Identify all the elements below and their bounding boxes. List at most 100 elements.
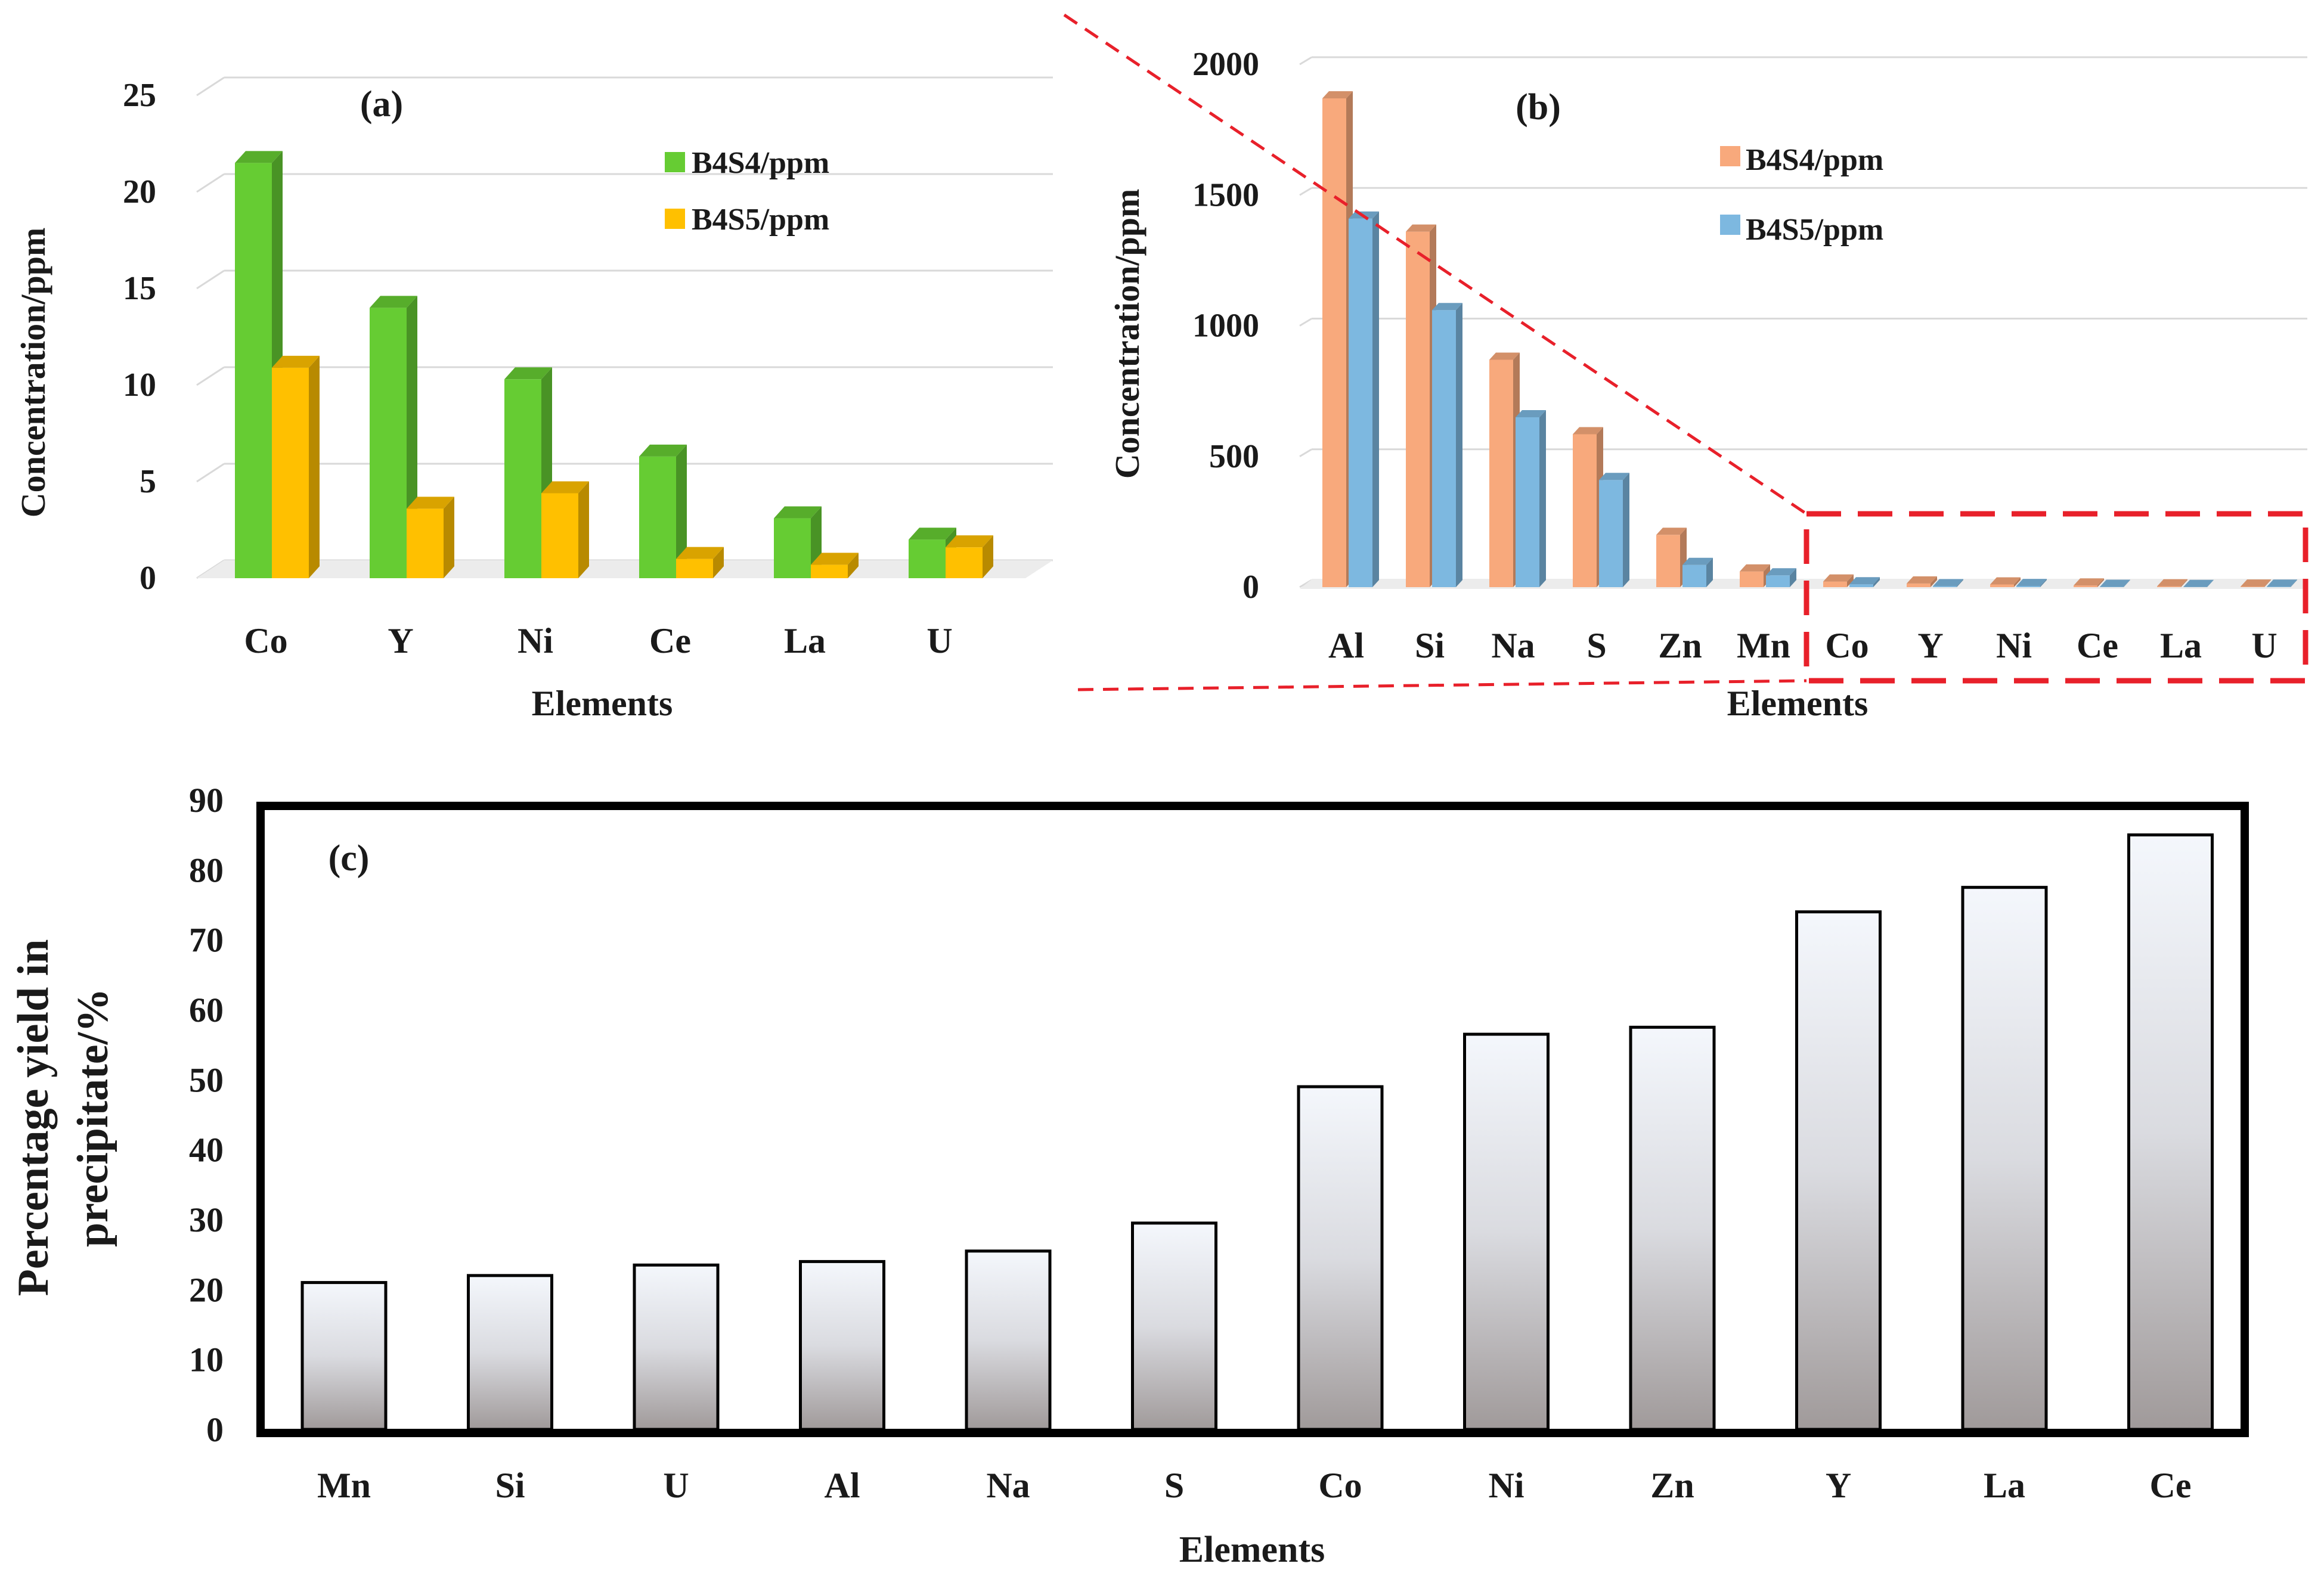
bar-top <box>2016 579 2047 587</box>
bar-b4s5 <box>407 497 454 578</box>
x-tick-label: Mn <box>1737 626 1790 665</box>
bars <box>1322 91 2297 588</box>
bar-b4s4 <box>2074 578 2104 587</box>
bar-front <box>2074 585 2097 587</box>
x-tick-label: Co <box>1318 1466 1362 1505</box>
bar-front <box>1573 434 1597 587</box>
x-tick-labels: Co Y Ni Ce La U <box>244 621 952 660</box>
chart-panel-c: 0 10 20 30 40 50 60 70 80 90 Mn Si U Al Na S Co Ni Zn Y La C… <box>9 781 2249 1570</box>
y-axis-title: Concentration/ppm <box>14 228 52 518</box>
bar-top <box>1573 427 1603 435</box>
panel-label: (a) <box>360 84 403 125</box>
bar <box>300 1281 388 1431</box>
y-axis-title-line-2: precipitate/% <box>69 988 117 1247</box>
bar-top <box>2074 578 2104 586</box>
y-tick-label: 500 <box>1209 438 1259 475</box>
bar-top <box>1766 568 1796 576</box>
x-tick-label: Ni <box>1489 1466 1524 1505</box>
gridline <box>196 366 225 386</box>
x-tick-label: U <box>926 621 952 660</box>
bar-top <box>541 481 589 494</box>
bar-b4s4 <box>1406 224 1436 587</box>
bar-side <box>578 481 589 578</box>
x-tick-label: Na <box>986 1466 1030 1505</box>
bar-front <box>811 564 848 578</box>
x-tick-label: Co <box>1825 626 1869 665</box>
gridline <box>196 269 225 290</box>
x-tick-label: Zn <box>1650 1466 1694 1505</box>
bar-front <box>272 367 309 578</box>
bar-b4s5 <box>2267 579 2297 587</box>
bar-top <box>1656 528 1687 535</box>
bar-side <box>1873 577 1880 587</box>
bar-b4s5 <box>1599 473 1629 587</box>
y-tick-label: 70 <box>189 921 224 960</box>
x-axis-title: Elements <box>1727 684 1869 723</box>
y-tick-label: 90 <box>189 781 224 820</box>
y-tick-label: 20 <box>189 1270 224 1309</box>
bar-front <box>909 539 946 578</box>
bar <box>467 1274 553 1431</box>
gridline <box>196 463 225 483</box>
bar-front <box>407 508 444 578</box>
bar-front <box>946 547 983 578</box>
bar-side <box>444 497 454 578</box>
bar-top <box>272 355 320 368</box>
bar-side <box>1372 211 1379 588</box>
bar-side <box>309 355 320 578</box>
bar-top <box>1682 557 1713 565</box>
bar-top <box>1933 579 1963 587</box>
bar-side <box>676 444 687 578</box>
bar-front <box>1406 231 1430 587</box>
y-tick-label: 0 <box>140 560 156 597</box>
plot-frame <box>256 802 2249 1437</box>
bar-side <box>2124 579 2130 587</box>
bar-front <box>1990 584 2014 587</box>
bar-top <box>1907 576 1937 584</box>
bar-top <box>1849 577 1880 585</box>
bar-top <box>1599 473 1629 480</box>
y-tick-label: 0 <box>206 1410 224 1449</box>
x-tick-label: Y <box>1917 626 1943 665</box>
x-tick-label: Si <box>495 1466 525 1505</box>
y-tick-label: 25 <box>123 77 156 114</box>
bar-top <box>1322 91 1353 99</box>
bar-front <box>639 456 676 578</box>
gridline <box>1299 448 1312 458</box>
x-tick-label: Na <box>1491 626 1535 665</box>
y-tick-label: 40 <box>189 1131 224 1170</box>
bar-front <box>1489 359 1513 587</box>
bar-top <box>1990 577 2021 585</box>
legend-swatch-2 <box>1720 215 1740 235</box>
bar-top <box>2183 579 2214 587</box>
bar-front <box>1933 586 1957 587</box>
x-tick-label: Ce <box>649 621 691 660</box>
bar-top <box>2100 579 2130 587</box>
bar-front <box>1740 571 1764 587</box>
bars <box>235 151 993 578</box>
x-tick-label: Co <box>244 621 287 660</box>
bars <box>300 833 2214 1431</box>
y-tick-label: 60 <box>189 991 224 1029</box>
bar-top <box>235 151 283 163</box>
x-tick-label: U <box>2251 626 2277 665</box>
bar-side <box>2014 577 2021 587</box>
bar-b4s4 <box>1573 427 1603 587</box>
bar-b4s5 <box>946 535 993 578</box>
gridline <box>196 76 225 97</box>
x-tick-label: Mn <box>317 1466 371 1505</box>
bar-top <box>2267 579 2297 587</box>
legend-swatch-2 <box>665 209 685 229</box>
bar-side <box>1539 410 1546 587</box>
bar-b4s5 <box>1933 579 1963 587</box>
y-tick-label: 0 <box>1242 569 1259 606</box>
bar-b4s5 <box>2100 579 2130 587</box>
bar <box>1629 1025 1716 1431</box>
bar <box>965 1249 1052 1431</box>
bar-b4s4 <box>1990 577 2021 587</box>
bar-front <box>1849 584 1873 587</box>
bar-b4s4 <box>1907 576 1937 587</box>
y-tick-label: 5 <box>140 463 156 500</box>
x-tick-label: La <box>1984 1466 2025 1505</box>
x-tick-labels: Mn Si U Al Na S Co Ni Zn Y La Ce <box>317 1466 2191 1505</box>
